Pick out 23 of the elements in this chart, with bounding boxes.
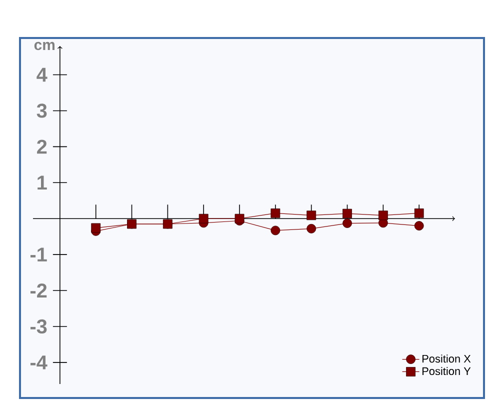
point	[270, 208, 280, 218]
y-tick-label: 4	[36, 68, 48, 82]
y-tick-label: 1	[38, 176, 47, 190]
point	[414, 208, 424, 218]
point	[378, 210, 388, 220]
point	[306, 210, 316, 220]
y-tick-label: -2	[30, 284, 47, 298]
y-tick-label: 3	[36, 104, 47, 118]
legend-label: Position Y	[422, 367, 471, 376]
point	[198, 214, 208, 224]
point	[414, 221, 424, 230]
point	[234, 214, 244, 224]
legend-label: Position X	[422, 354, 471, 363]
y-tick-label: 2	[37, 140, 47, 154]
y-axis-title: cm	[34, 42, 54, 50]
point	[342, 218, 352, 228]
y-tick-label: -3	[30, 319, 47, 334]
point	[91, 223, 101, 233]
y-tick-label: -4	[30, 356, 48, 370]
point	[306, 224, 316, 234]
y-tick-label: -1	[30, 248, 47, 262]
point	[270, 226, 280, 236]
point	[342, 208, 352, 218]
